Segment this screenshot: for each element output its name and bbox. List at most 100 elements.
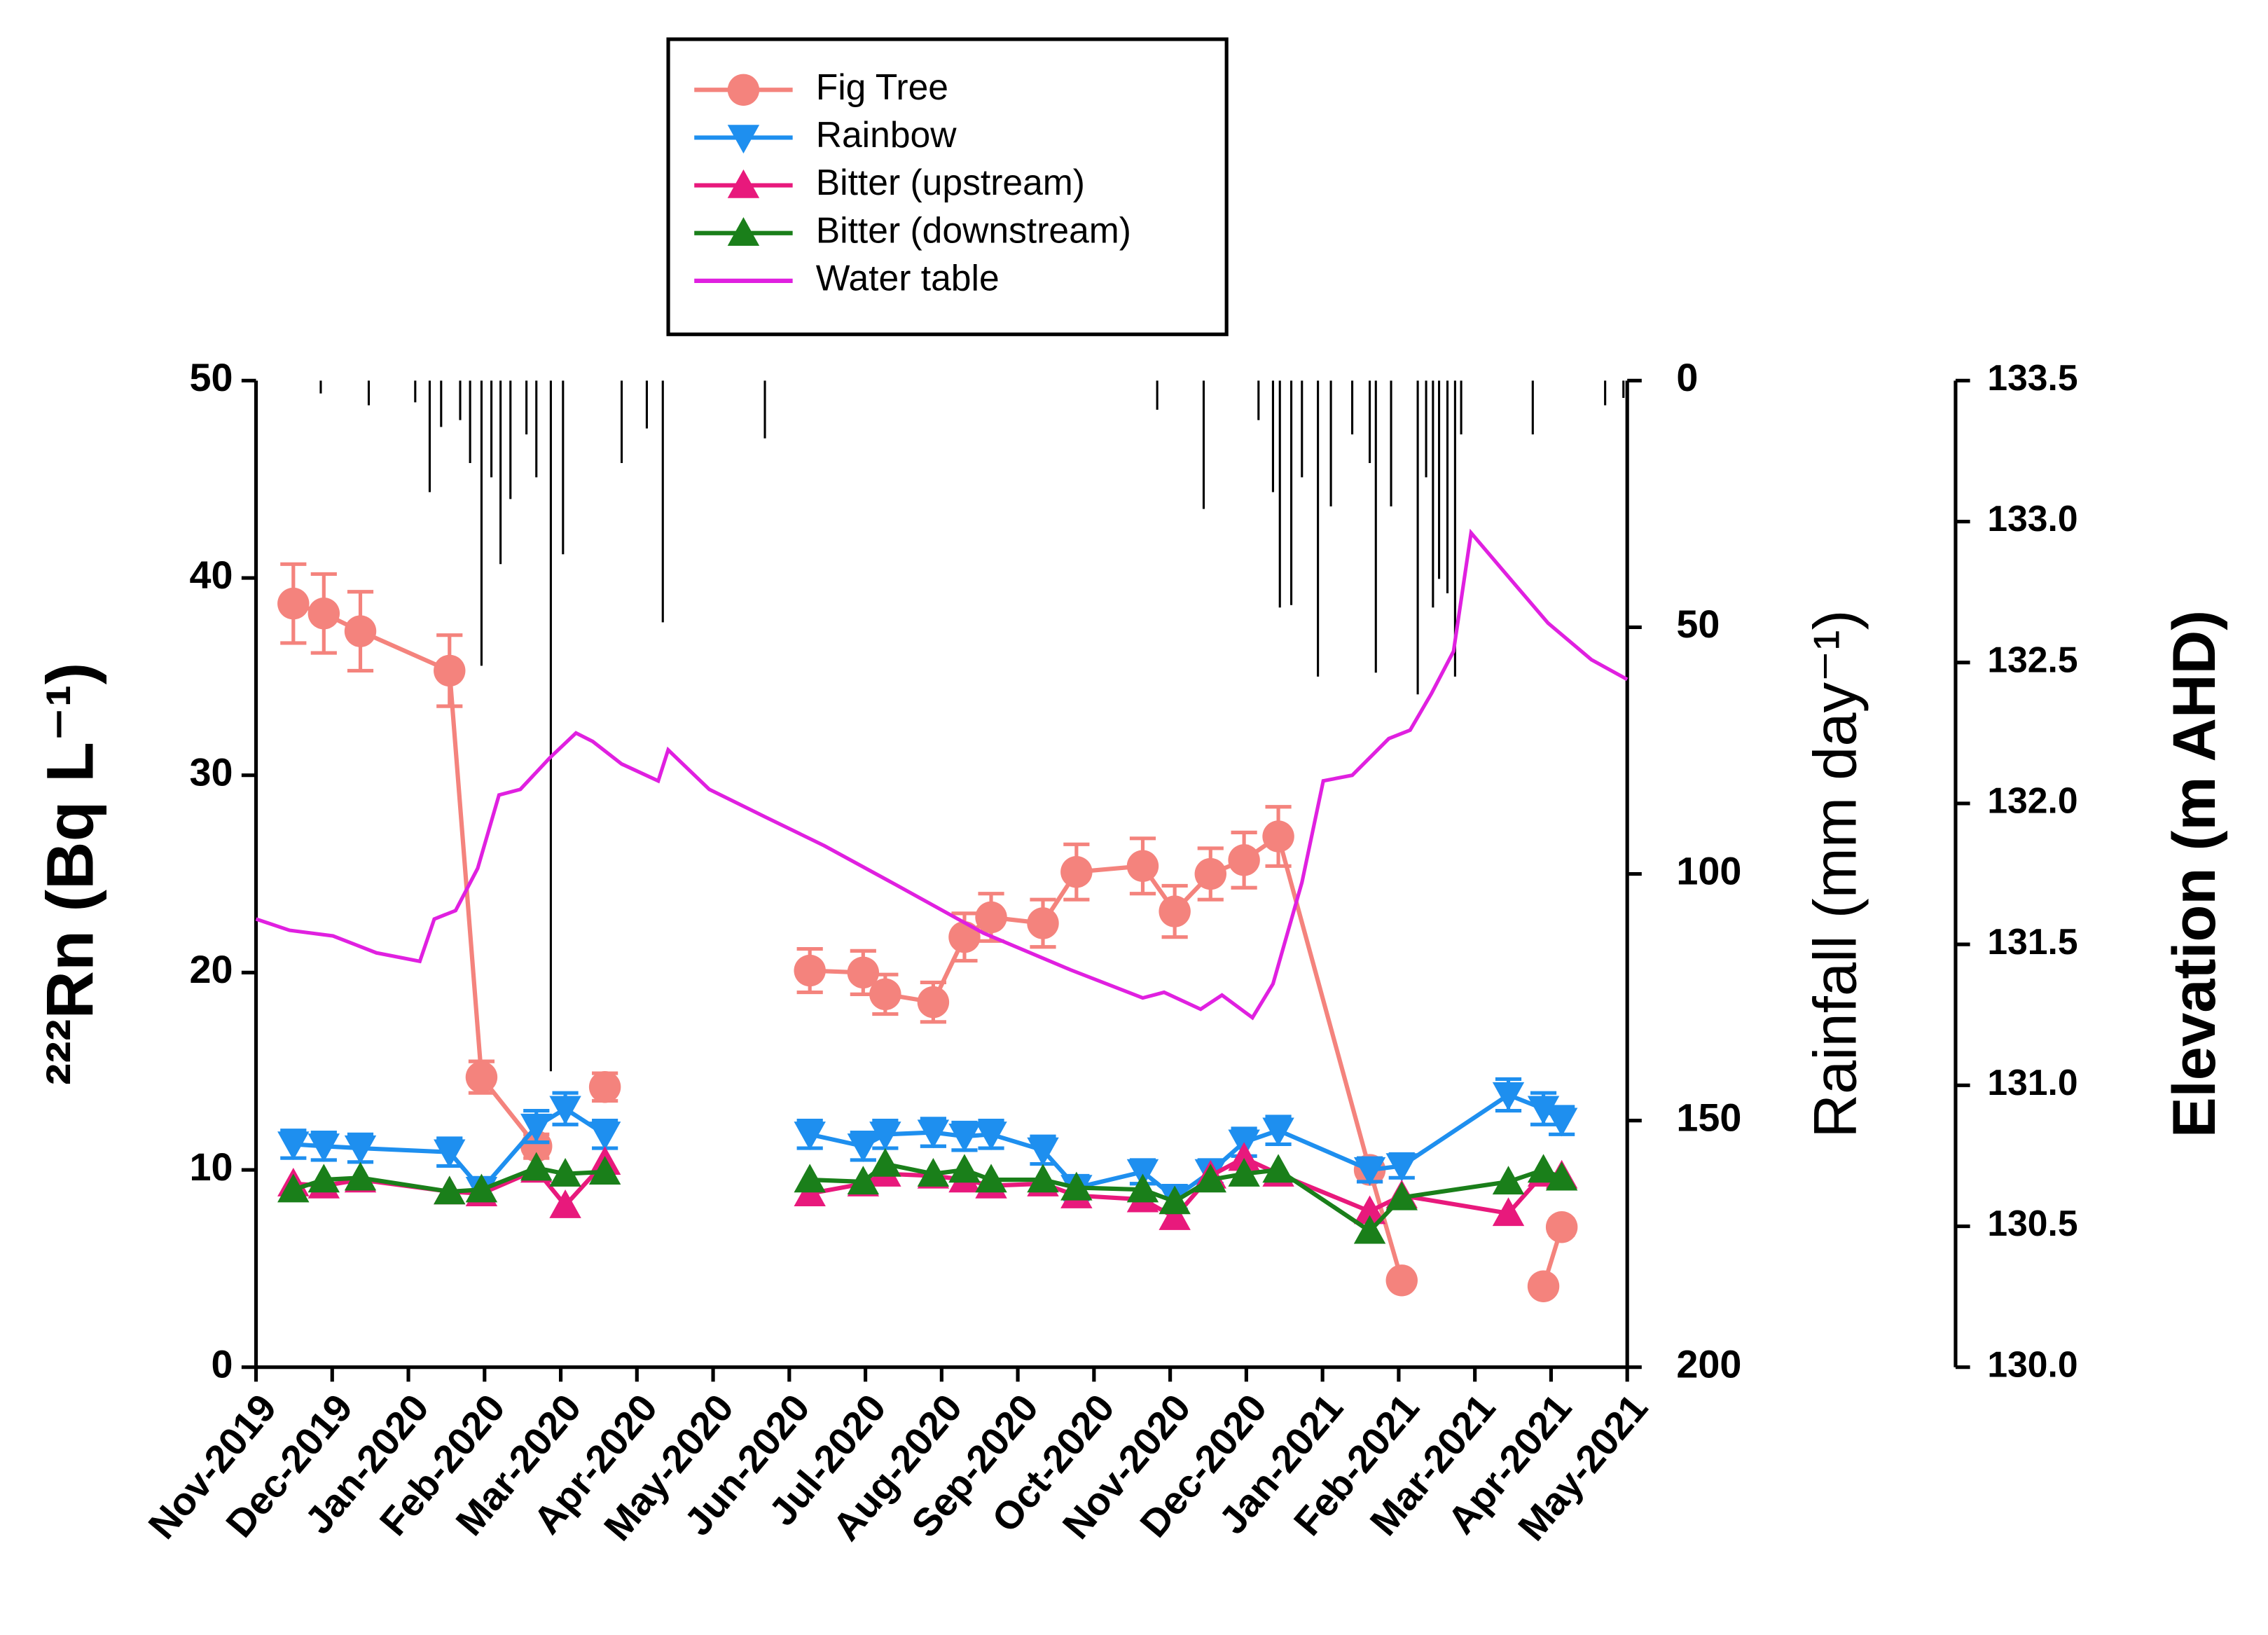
marker <box>549 1157 581 1187</box>
marker <box>520 1113 553 1143</box>
marker <box>1262 1117 1294 1147</box>
marker <box>1027 1137 1059 1166</box>
marker <box>1126 850 1159 882</box>
marker <box>1545 1108 1578 1137</box>
y2-tick-label: 133.5 <box>1987 357 2077 398</box>
y3-tick-label: 150 <box>1676 1096 1741 1139</box>
marker <box>1228 1157 1260 1187</box>
marker <box>588 1122 621 1151</box>
marker <box>549 1189 581 1218</box>
marker <box>1262 1154 1294 1183</box>
y2-tick-label: 130.0 <box>1987 1344 2077 1384</box>
marker <box>1353 1157 1386 1186</box>
marker <box>277 587 310 620</box>
legend-label: Water table <box>816 258 1000 298</box>
legend-label: Bitter (upstream) <box>816 162 1085 202</box>
y-tick-label: 50 <box>189 356 233 399</box>
marker <box>1027 1164 1059 1193</box>
marker <box>847 1166 880 1195</box>
y2-axis-label: Elevation (m AHD) <box>2160 610 2228 1138</box>
marker <box>1527 1270 1560 1302</box>
marker <box>1126 1173 1159 1203</box>
y-axis-label: ²²²Rn (Bq L⁻¹) <box>33 663 107 1086</box>
marker <box>1527 1096 1560 1125</box>
marker <box>1228 1142 1260 1171</box>
marker <box>917 1119 950 1149</box>
marker <box>948 920 981 953</box>
marker <box>549 1096 581 1125</box>
marker <box>307 1164 340 1193</box>
y-tick-label: 10 <box>189 1145 233 1189</box>
marker <box>307 1133 340 1162</box>
marker <box>277 1173 310 1203</box>
marker <box>847 956 880 989</box>
marker <box>1385 1153 1418 1182</box>
marker <box>307 598 340 630</box>
marker <box>588 1071 621 1103</box>
marker <box>1385 1181 1418 1210</box>
marker <box>869 1147 901 1177</box>
marker <box>1194 1164 1226 1193</box>
marker <box>1228 844 1260 876</box>
y3-tick-label: 0 <box>1676 356 1698 399</box>
marker <box>1060 1171 1093 1201</box>
marker <box>1385 1264 1418 1297</box>
y2-tick-label: 132.0 <box>1987 780 2077 821</box>
marker <box>1194 857 1226 890</box>
marker <box>465 1173 498 1203</box>
series-line <box>255 528 1629 1021</box>
marker <box>1492 1197 1525 1227</box>
y-tick-label: 20 <box>189 948 233 991</box>
marker <box>1353 1195 1386 1224</box>
marker <box>1159 1201 1191 1230</box>
legend-label: Rainbow <box>816 114 957 155</box>
marker <box>847 1133 880 1162</box>
marker <box>434 1175 466 1205</box>
y-tick-label: 30 <box>189 750 233 794</box>
y2-tick-label: 131.0 <box>1987 1062 2077 1103</box>
y3-tick-label: 200 <box>1676 1342 1741 1386</box>
marker <box>1159 1185 1191 1215</box>
marker <box>434 654 466 687</box>
y3-axis-label: Rainfall (mm day⁻¹) <box>1802 609 1869 1138</box>
marker <box>1353 1215 1386 1244</box>
marker <box>975 1164 1007 1193</box>
y2-tick-label: 131.5 <box>1987 921 2077 962</box>
marker <box>917 1157 950 1187</box>
legend-label: Fig Tree <box>816 67 948 107</box>
marker <box>794 1122 826 1151</box>
marker <box>1527 1154 1560 1183</box>
marker <box>948 1123 981 1152</box>
y3-tick-label: 50 <box>1676 602 1720 646</box>
marker <box>917 986 950 1019</box>
y-tick-label: 0 <box>211 1342 233 1386</box>
marker <box>434 1139 466 1168</box>
marker <box>869 978 901 1011</box>
y3-tick-label: 100 <box>1676 849 1741 892</box>
marker <box>1492 1166 1525 1195</box>
y-tick-label: 40 <box>189 553 233 597</box>
marker <box>1027 907 1059 939</box>
marker <box>1545 1161 1578 1191</box>
marker <box>344 615 377 647</box>
marker <box>727 217 760 246</box>
marker <box>277 1131 310 1161</box>
marker <box>727 125 760 154</box>
marker <box>794 1164 826 1193</box>
marker <box>1262 820 1294 853</box>
y2-tick-label: 133.0 <box>1987 498 2077 539</box>
marker <box>1545 1211 1578 1243</box>
marker <box>975 1122 1007 1151</box>
marker <box>1060 856 1093 888</box>
y2-tick-label: 132.5 <box>1987 639 2077 679</box>
marker <box>794 954 826 987</box>
marker <box>948 1154 981 1183</box>
marker <box>975 901 1007 934</box>
marker <box>1492 1082 1525 1111</box>
marker <box>344 1135 377 1164</box>
marker <box>727 169 760 198</box>
marker <box>1126 1159 1159 1188</box>
marker <box>588 1156 621 1185</box>
marker <box>1159 895 1191 927</box>
